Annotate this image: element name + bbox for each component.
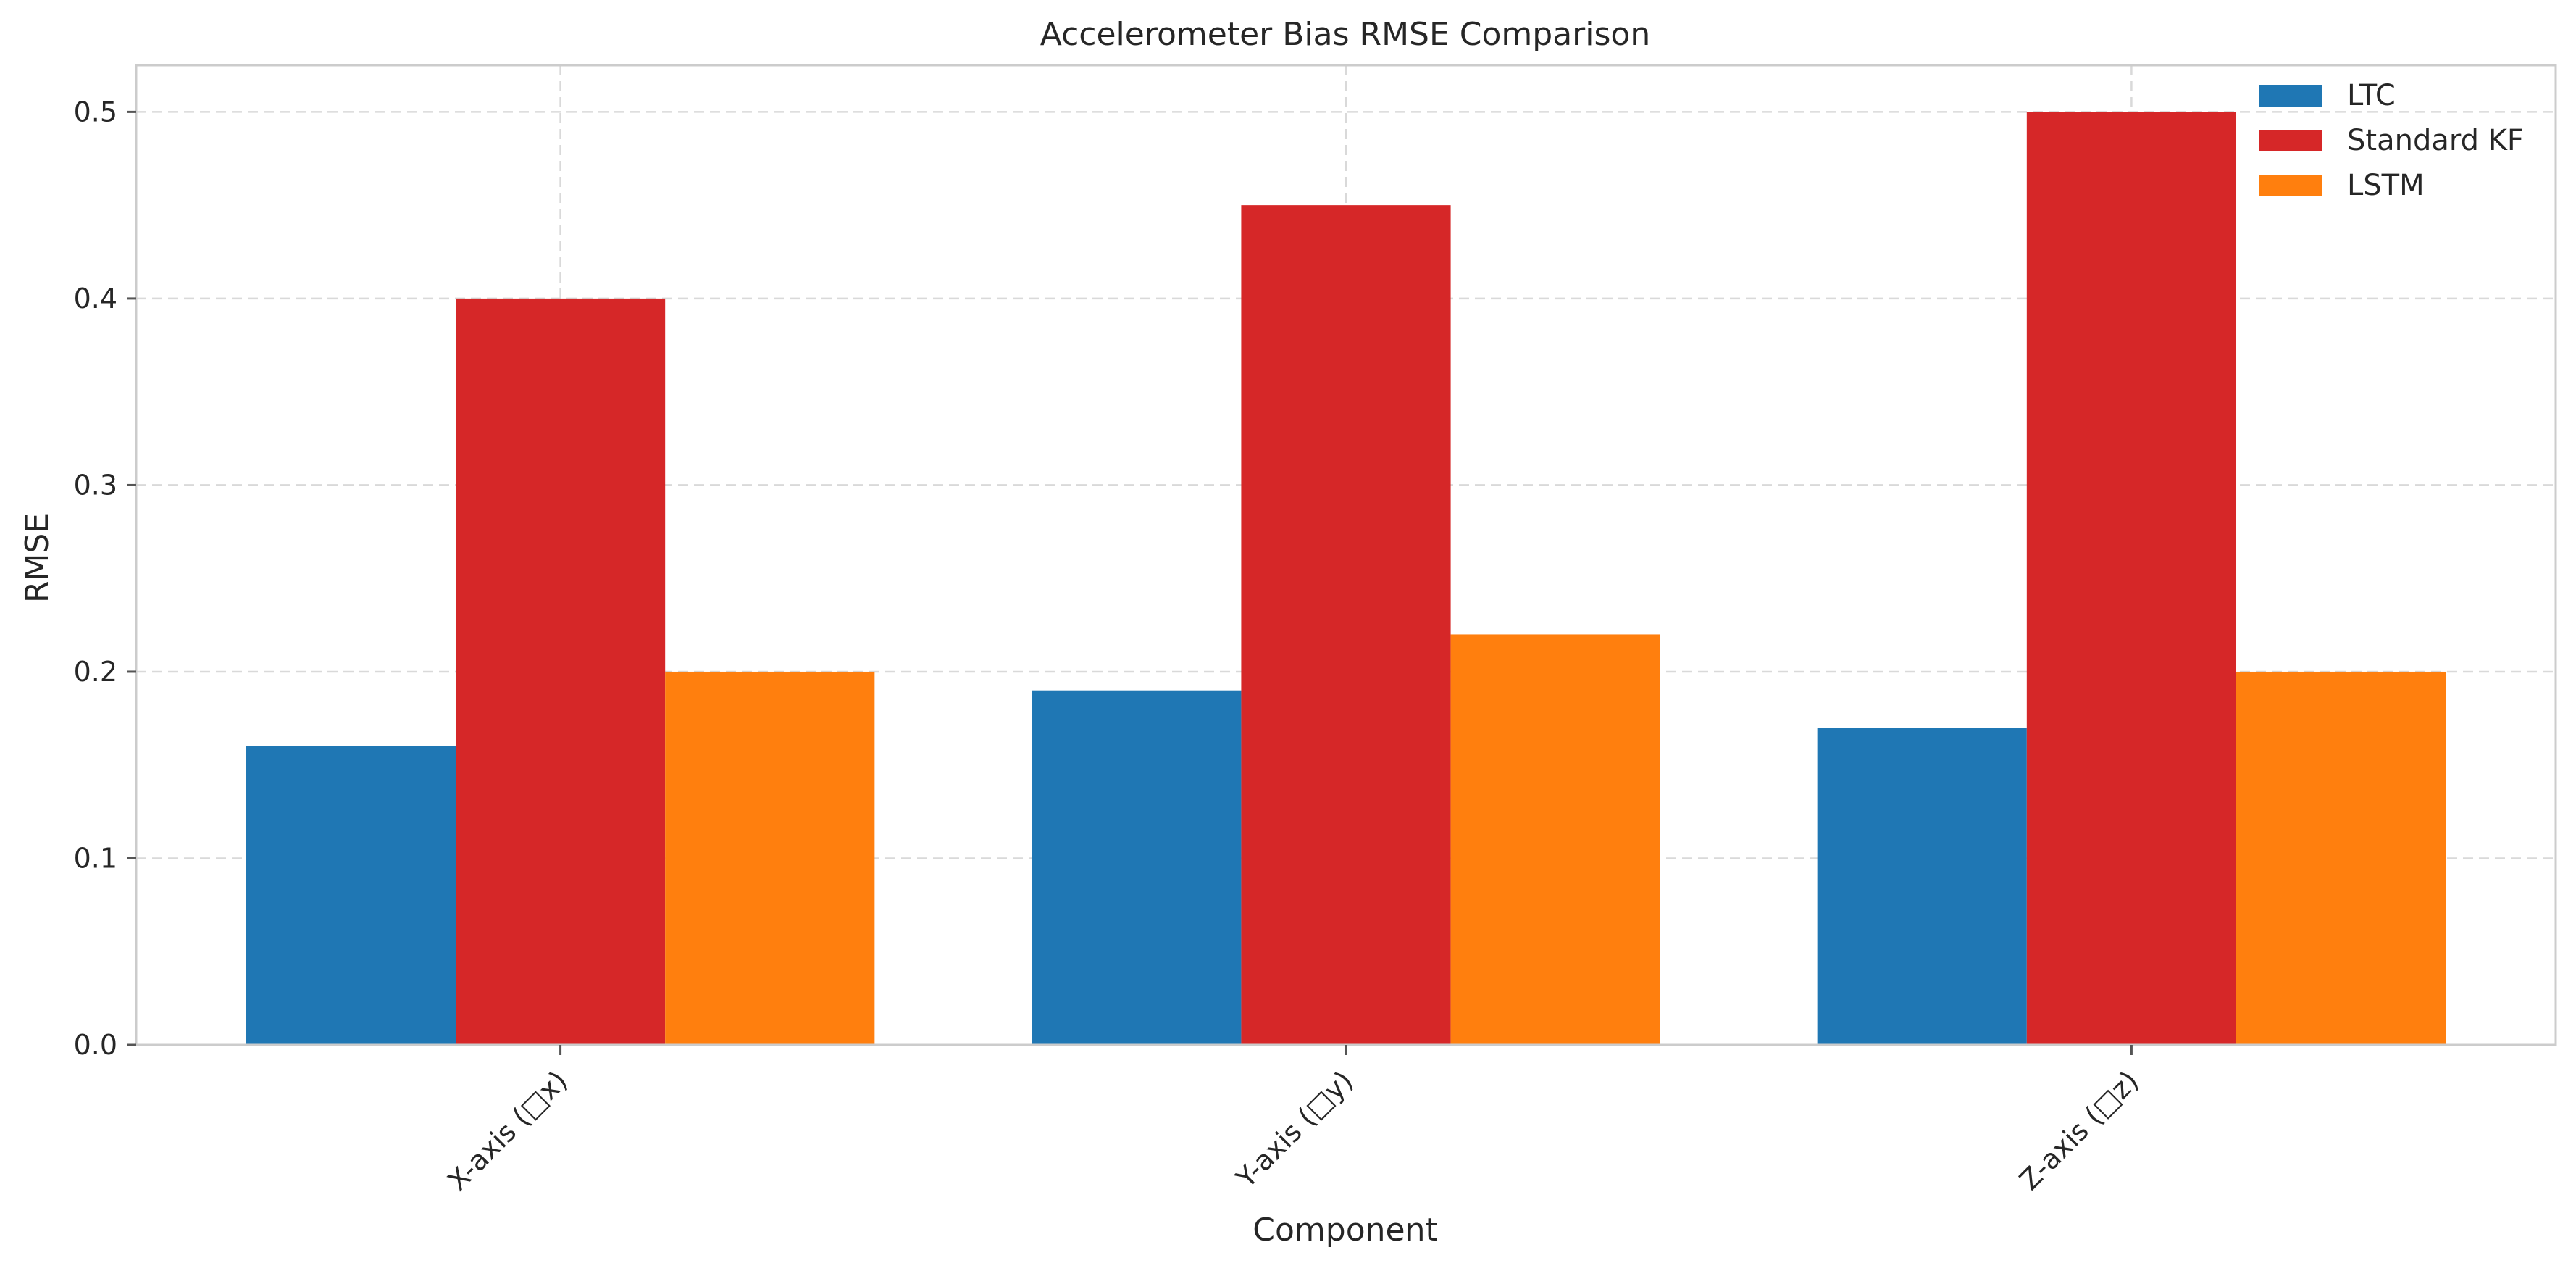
x-tick-label: X-axis (□x) (441, 1064, 574, 1197)
legend-swatch (2259, 175, 2322, 196)
bar-ltc (1817, 728, 2027, 1045)
legend-swatch (2259, 85, 2322, 107)
y-tick-label: 0.1 (74, 842, 117, 874)
y-tick-label: 0.5 (74, 96, 117, 128)
bar-lstm (2236, 671, 2446, 1045)
bar-standard-kf (1241, 205, 1451, 1046)
y-tick-label: 0.2 (74, 656, 117, 688)
bar-ltc (246, 746, 456, 1045)
chart-title: Accelerometer Bias RMSE Comparison (1040, 16, 1650, 53)
legend-label: LSTM (2347, 169, 2425, 202)
legend-swatch (2259, 130, 2322, 151)
x-tick-label: Z-axis (□z) (2013, 1064, 2145, 1196)
x-axis-title: Component (1253, 1212, 1437, 1249)
bar-ltc (1032, 690, 1242, 1045)
y-axis-title: RMSE (19, 513, 56, 603)
bar-lstm (1450, 634, 1660, 1045)
legend: LTC Standard KF LSTM (2259, 79, 2524, 202)
y-tick-label: 0.4 (74, 283, 117, 314)
bar-lstm (665, 671, 875, 1045)
bar-standard-kf (455, 298, 666, 1045)
bars (246, 112, 2446, 1046)
bar-standard-kf (2026, 112, 2237, 1045)
x-tick-label: Y-axis (□y) (1229, 1064, 1359, 1194)
y-tick-label: 0.0 (74, 1029, 117, 1061)
legend-label: Standard KF (2347, 124, 2524, 157)
y-tick-label: 0.3 (74, 469, 117, 501)
legend-label: LTC (2347, 79, 2396, 112)
